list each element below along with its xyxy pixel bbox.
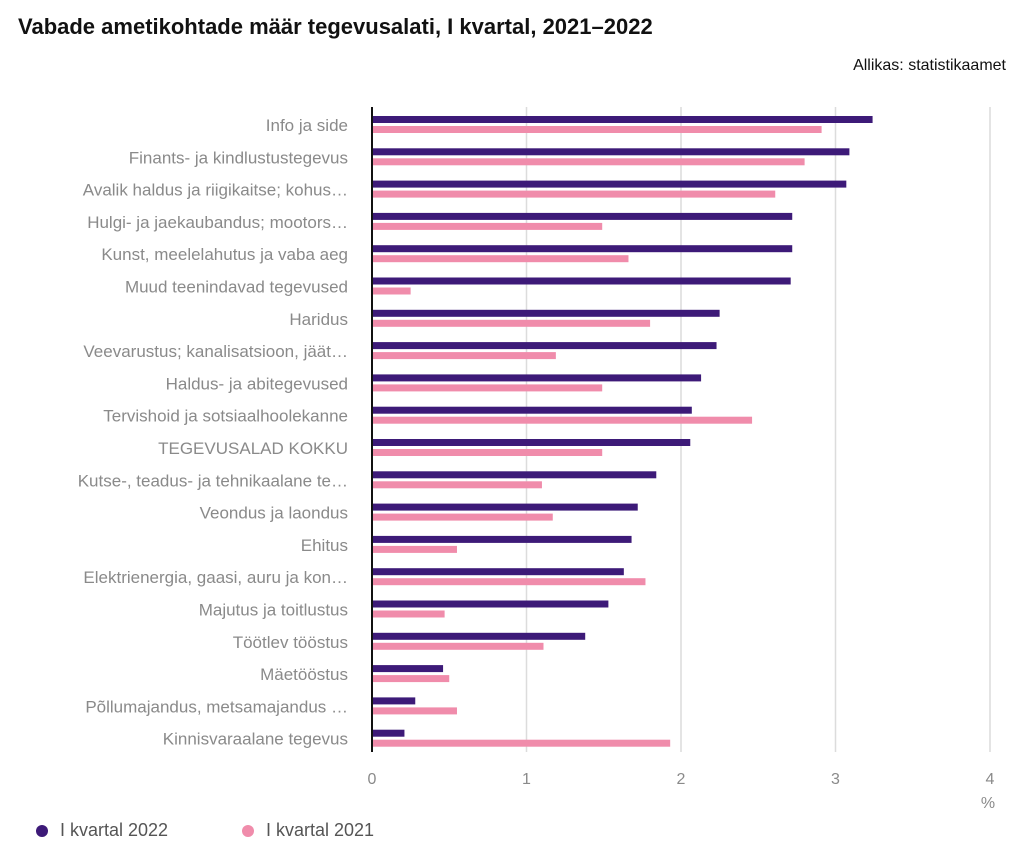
bar-2021: [372, 352, 556, 360]
bar-2022: [372, 632, 586, 640]
category-label: Haridus: [289, 310, 348, 329]
x-tick-label: 1: [522, 771, 531, 788]
legend-label-2021: I kvartal 2021: [266, 820, 375, 840]
category-label: Finants- ja kindlustustegevus: [129, 148, 348, 167]
category-label: Info ja side: [266, 116, 348, 135]
legend-item-2021: I kvartal 2021: [242, 820, 374, 841]
bar-2022: [372, 148, 850, 156]
category-label: Mäetööstus: [260, 665, 348, 684]
bar-2022: [372, 503, 638, 511]
bar-2021: [372, 449, 603, 456]
bar-2022: [372, 535, 632, 543]
x-tick-label: 4: [986, 771, 995, 788]
bar-2022: [372, 471, 657, 479]
category-label: TEGEVUSALAD KOKKU: [158, 439, 348, 458]
source-note: Allikas: statistikaamet: [853, 57, 1006, 74]
category-label: Hulgi- ja jaekaubandus; mootors…: [87, 213, 348, 232]
category-label: Avalik haldus ja riigikaitse; kohus…: [83, 181, 348, 200]
category-label: Majutus ja toitlustus: [199, 601, 348, 620]
category-label: Ehitus: [301, 536, 348, 555]
category-label: Kunst, meelelahutus ja vaba aeg: [101, 245, 348, 264]
bar-2022: [372, 342, 717, 350]
category-label: Haldus- ja abitegevused: [166, 374, 348, 393]
bar-2021: [372, 739, 671, 747]
legend-label-2022: I kvartal 2022: [60, 820, 169, 840]
category-label: Põllumajandus, metsamajandus …: [85, 697, 348, 716]
bar-2022: [372, 697, 416, 705]
bar-2022: [372, 729, 405, 737]
bar-2021: [372, 513, 553, 521]
category-label: Muud teenindavad tegevused: [125, 278, 348, 297]
bar-2021: [372, 255, 629, 263]
bar-2022: [372, 439, 691, 446]
category-label: Töötlev tööstus: [233, 633, 348, 652]
bar-2021: [372, 319, 651, 327]
bar-2021: [372, 287, 411, 295]
x-tick-label: 3: [831, 771, 840, 788]
bar-2022: [372, 180, 847, 188]
bar-2022: [372, 406, 692, 414]
bar-2021: [372, 481, 542, 489]
bar-2021: [372, 384, 603, 392]
bar-2022: [372, 568, 624, 576]
chart-title: Vabade ametikohtade määr tegevusalati, I…: [18, 14, 653, 39]
x-tick-label: 2: [677, 771, 686, 788]
bar-2022: [372, 245, 793, 253]
bar-2022: [372, 665, 444, 673]
bar-2021: [372, 578, 646, 586]
bar-2022: [372, 116, 873, 123]
x-axis-unit: %: [981, 795, 995, 812]
legend-marker-2022: [36, 824, 48, 837]
bar-2021: [372, 416, 753, 424]
legend-marker-2021: [242, 824, 254, 837]
bar-2022: [372, 309, 720, 317]
category-label: Elektrienergia, gaasi, auru ja kon…: [83, 568, 348, 587]
bar-2021: [372, 545, 457, 553]
category-label: Kinnisvaraalane tegevus: [163, 730, 348, 749]
bar-2022: [372, 277, 791, 285]
bar-2021: [372, 707, 457, 715]
category-label: Tervishoid ja sotsiaalhoolekanne: [103, 407, 348, 426]
category-label: Veondus ja laondus: [200, 504, 348, 523]
legend-item-2022: I kvartal 2022: [36, 820, 168, 841]
x-tick-label: 0: [368, 771, 377, 788]
category-label: Veevarustus; kanalisatsioon, jäät…: [83, 342, 348, 361]
bar-2021: [372, 126, 822, 133]
bar-2022: [372, 600, 609, 608]
bar-2022: [372, 374, 702, 382]
bar-2021: [372, 642, 544, 650]
bar-2022: [372, 212, 793, 220]
category-label: Kutse-, teadus- ja tehnikaalane te…: [78, 471, 348, 490]
bar-2021: [372, 190, 776, 198]
bar-2021: [372, 222, 603, 230]
bar-2021: [372, 158, 805, 166]
bar-2021: [372, 610, 445, 618]
bar-2021: [372, 675, 450, 683]
